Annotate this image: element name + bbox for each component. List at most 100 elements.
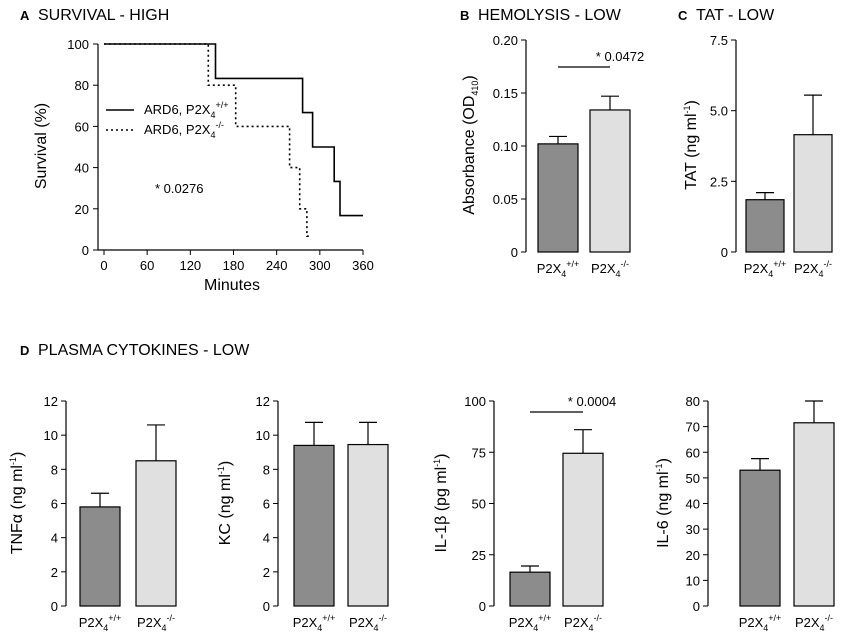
panel-a-x-tick-label: 360 [352, 258, 374, 273]
chart-d2-category-label: P2X4+/+ [293, 613, 336, 632]
chart-d1-y-tick-label: 12 [44, 394, 58, 409]
chart-c-category-label: P2X4+/+ [744, 259, 787, 279]
chart-c-y-tick-label: 0 [721, 245, 728, 260]
chart-b-y-tick-label: 0.20 [493, 33, 518, 48]
chart-c-y-tick-label: 2.5 [710, 174, 728, 189]
legend-entry-wild-type: ARD6, P2X4+/+ [144, 100, 229, 120]
chart-d3-y-tick-label: 0 [479, 599, 486, 614]
chart-d4-bar-wild-type [739, 469, 781, 607]
panel-a-title: SURVIVAL - HIGH [38, 7, 169, 24]
chart-d3-y-tick-label: 100 [464, 394, 486, 409]
panel-a-y-tick-label: 40 [75, 161, 89, 176]
chart-d2-y-tick-label: 0 [263, 599, 270, 614]
panel-a-x-label: Minutes [204, 277, 260, 294]
chart-d2-y-tick-label: 12 [256, 394, 270, 409]
chart-b-category-label: P2X4+/+ [537, 259, 580, 279]
panel-d-letter: D [20, 343, 29, 358]
chart-d4-y-tick-label: 40 [686, 497, 700, 512]
chart-d1-y-tick-label: 6 [51, 497, 58, 512]
chart-c-bar-knockout [793, 134, 833, 253]
chart-d2-y-tick-label: 8 [263, 462, 270, 477]
chart-d2-y-tick-label: 2 [263, 565, 270, 580]
legend-entry-knockout: ARD6, P2X4-/- [144, 120, 224, 140]
chart-d1-y-tick-label: 4 [51, 531, 58, 546]
panel-a-y-tick-label: 20 [75, 202, 89, 217]
chart-d1-bar-wild-type [79, 506, 121, 607]
chart-d1-bar-knockout [135, 460, 177, 607]
chart-d1-y-tick-label: 2 [51, 565, 58, 580]
chart-b-y-tick-label: 0 [511, 245, 518, 260]
chart-d3-bar-wild-type [509, 571, 551, 607]
chart-d1-y-tick-label: 0 [51, 599, 58, 614]
chart-c-y-tick-label: 5.0 [710, 104, 728, 119]
panel-a-p-value: * 0.0276 [155, 181, 203, 196]
chart-d2-bar-knockout [347, 443, 389, 607]
chart-d4-y-tick-label: 60 [686, 445, 700, 460]
panel-a-y-tick-label: 0 [82, 243, 89, 258]
chart-d1-y-tick-label: 8 [51, 462, 58, 477]
survival-line-wild-type [104, 43, 363, 217]
chart-c-y-tick-label: 7.5 [710, 33, 728, 48]
chart-b-y-tick-label: 0.15 [493, 86, 518, 101]
chart-d2-y-tick-label: 4 [263, 531, 270, 546]
tnf-y-label: TNFα (ng ml-1) [8, 452, 26, 555]
chart-d4-y-tick-label: 30 [686, 522, 700, 537]
chart-d1-category-label: P2X4-/- [137, 613, 175, 632]
il1b-y-label: IL-1β (pg ml-1) [432, 453, 450, 552]
panel-b-title: HEMOLYSIS - LOW [478, 7, 622, 24]
panel-d-title: PLASMA CYTOKINES - LOW [38, 342, 250, 359]
chart-b-bar-wild-type [537, 143, 579, 253]
panel-a-y-tick-label: 80 [75, 78, 89, 93]
chart-d2-y-tick-label: 6 [263, 497, 270, 512]
chart-d4-y-tick-label: 80 [686, 394, 700, 409]
chart-d2-bar-wild-type [293, 444, 335, 607]
panel-c-title: TAT - LOW [696, 7, 775, 24]
chart-b-y-tick-label: 0.05 [493, 192, 518, 207]
panel-a-y-tick-label: 100 [67, 37, 89, 52]
chart-c-category-label: P2X4-/- [794, 259, 832, 279]
chart-c-bar-wild-type [745, 199, 785, 253]
panel-a-x-tick-label: 120 [179, 258, 201, 273]
chart-d4-bar-knockout [793, 422, 835, 607]
panel-a-x-tick-label: 0 [100, 258, 107, 273]
chart-d4-y-tick-label: 10 [686, 573, 700, 588]
panel-c-y-label: TAT (ng ml-1) [682, 100, 700, 190]
chart-d3-y-tick-label: 75 [472, 445, 486, 460]
panel-a-letter: A [20, 8, 30, 23]
chart-d2-y-tick-label: 10 [256, 428, 270, 443]
chart-b-significance-label: * 0.0472 [596, 49, 644, 64]
chart-d4-y-tick-label: 0 [693, 599, 700, 614]
panel-a-y-tick-label: 60 [75, 119, 89, 134]
panel-d-cytokines: D PLASMA CYTOKINES - LOW TNFα (ng ml-1) … [8, 342, 835, 632]
chart-d3-y-tick-label: 50 [472, 497, 486, 512]
il6-y-label: IL-6 (ng ml-1) [654, 458, 672, 548]
chart-b-y-tick-label: 0.10 [493, 139, 518, 154]
chart-d4-y-tick-label: 50 [686, 471, 700, 486]
kc-y-label: KC (ng ml-1) [216, 461, 234, 545]
chart-d4-y-tick-label: 20 [686, 548, 700, 563]
chart-d3-bar-knockout [562, 452, 604, 607]
chart-d4-category-label: P2X4+/+ [739, 613, 782, 632]
chart-d2-category-label: P2X4-/- [349, 613, 387, 632]
chart-d3-y-tick-label: 25 [472, 548, 486, 563]
chart-b-bar-knockout [589, 109, 631, 253]
panel-a-x-tick-label: 180 [223, 258, 245, 273]
panel-c-tat-chart: C TAT - LOW TAT (ng ml-1) 0 2.5 5.0 7.5 P2X4… [678, 7, 833, 279]
chart-d1-category-label: P2X4+/+ [79, 613, 122, 632]
chart-b-category-label: P2X4-/- [591, 259, 629, 279]
panel-a-x-tick-label: 240 [266, 258, 288, 273]
panel-a-x-tick-label: 300 [309, 258, 331, 273]
panel-b-y-label: Absorbance (OD410) [461, 75, 480, 215]
panel-a-y-label: Survival (%) [33, 103, 50, 189]
survival-line-knockout [104, 43, 309, 237]
panel-b-letter: B [460, 8, 469, 23]
chart-d1-y-tick-label: 10 [44, 428, 58, 443]
chart-d3-category-label: P2X4+/+ [509, 613, 552, 632]
panel-b-hemolysis-chart: B HEMOLYSIS - LOW Absorbance (OD410) 0 0.… [460, 7, 644, 279]
panel-c-letter: C [678, 8, 688, 23]
chart-d4-category-label: P2X4-/- [795, 613, 833, 632]
chart-d4-y-tick-label: 70 [686, 420, 700, 435]
panel-a-survival-chart: A SURVIVAL - HIGH 0 60 120 180 240 300 360 0 20 4… [20, 7, 374, 294]
panel-a-legend: ARD6, P2X4+/+ ARD6, P2X4-/- [106, 100, 229, 140]
